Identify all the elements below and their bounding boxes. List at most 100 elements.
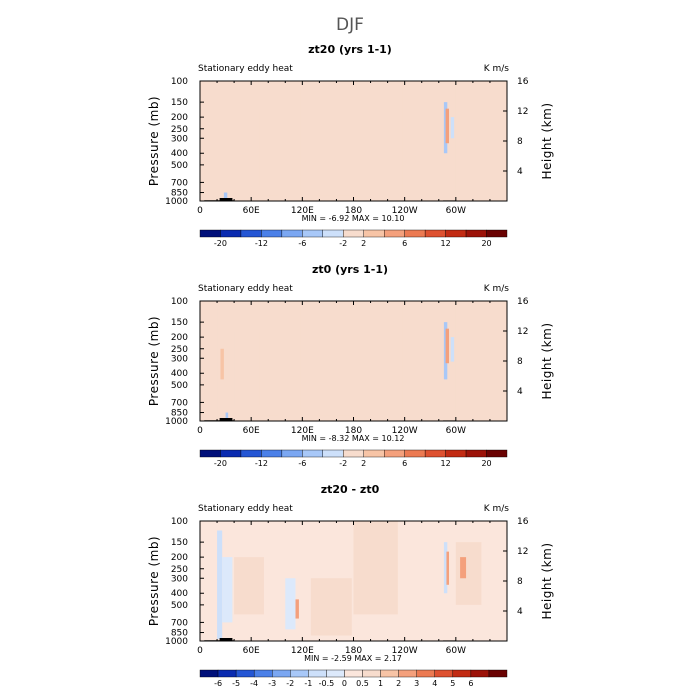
colorbar-swatch [404,449,426,458]
colorbar-swatch [308,669,327,678]
x-tick-label: 180 [345,426,362,436]
colorbar-swatch [343,449,364,458]
field-patch [200,301,218,421]
field-patch [281,301,301,421]
colorbar-swatch [326,669,345,678]
y-tick-label: 150 [171,538,188,548]
colorbar-swatch [322,449,344,458]
field-patch [443,102,448,154]
field-patch [445,108,450,144]
x-tick-label: 120E [291,646,314,656]
y-tick-label: 1000 [165,197,188,207]
field-patch [200,81,209,201]
y2-tick-label: 12 [517,547,528,557]
panel-units: K m/s [484,284,510,294]
colorbar-swatch [240,449,262,458]
x-tick-label: 180 [345,646,362,656]
y-tick-label: 250 [171,565,188,575]
y-tick-label: 500 [171,601,188,611]
x-tick-label: 60E [243,206,260,216]
colorbar-swatch [344,669,363,678]
y-tick-label: 850 [171,409,188,419]
colorbar-label: -12 [255,239,268,248]
colorbar-label: -3 [268,679,276,688]
colorbar-swatch [363,229,385,238]
colorbar-swatch [322,229,344,238]
colorbar-swatch [343,229,364,238]
colorbar-swatch [220,449,242,458]
field-patch [225,412,229,421]
panel-left-label: Stationary eddy heat [198,64,293,74]
y-tick-label: 150 [171,98,188,108]
colorbar-swatch [486,449,508,458]
y2-tick-label: 4 [517,387,523,397]
field-patch [443,322,448,380]
colorbar-label: -12 [255,459,268,468]
colorbar-swatch [302,449,324,458]
field-patch [446,551,450,585]
colorbar-swatch [261,229,283,238]
y-tick-label: 850 [171,629,188,639]
colorbar-swatch [470,669,490,678]
field-patch [309,128,352,196]
colorbar-label: 1 [378,679,383,688]
colorbar-label: 12 [441,459,451,468]
field-patch [309,348,352,416]
panel-title: zt20 (yrs 1-1) [308,43,392,56]
field-patch [450,117,455,139]
colorbar-swatch [380,669,399,678]
colorbar-swatch [253,669,273,678]
x-tick-label: 60W [446,426,466,436]
colorbar-label: -1 [304,679,312,688]
field-patch [234,331,260,407]
y-axis-label: Pressure (mb) [147,316,161,406]
field-patch [455,542,482,605]
colorbar-swatch [362,669,381,678]
field-patch [218,301,231,419]
y-tick-label: 400 [171,589,188,599]
colorbar-swatch [235,669,255,678]
y-tick-label: 700 [171,398,188,408]
y2-tick-label: 16 [517,297,529,307]
field-patch [455,81,486,201]
x-tick-label: 60W [446,206,466,216]
colorbar-swatch [199,669,219,678]
colorbar-label: 12 [441,239,451,248]
y2-tick-label: 4 [517,167,523,177]
y-tick-label: 700 [171,178,188,188]
y-tick-label: 100 [171,517,188,527]
colorbar-label: -6 [298,459,306,468]
field-patch [222,557,233,623]
panel-units: K m/s [484,64,510,74]
colorbar-swatch [217,669,237,678]
colorbar-label: 0.5 [356,679,369,688]
y-tick-label: 200 [171,553,188,563]
colorbar-swatch [384,449,405,458]
x-tick-label: 120E [291,426,314,436]
colorbar-swatch [486,229,508,238]
field-patch [402,81,424,201]
min-max-text: MIN = -8.32 MAX = 10.12 [302,434,405,443]
y2-tick-label: 8 [517,577,523,587]
field-patch [295,599,299,619]
colorbar-label: -2 [339,459,347,468]
y2-tick-label: 16 [517,77,529,87]
x-tick-label: 0 [197,426,203,436]
colorbar-swatch [384,229,405,238]
y2-tick-label: 8 [517,357,523,367]
colorbar-label: 6 [402,239,407,248]
y-tick-label: 400 [171,149,188,159]
y-tick-label: 850 [171,189,188,199]
colorbar-label: 6 [468,679,473,688]
x-tick-label: 120W [392,206,418,216]
colorbar-swatch [445,449,467,458]
min-max-text: MIN = -2.59 MAX = 2.17 [304,654,402,663]
colorbar-swatch [281,449,303,458]
colorbar-label: 6 [402,459,407,468]
x-tick-label: 0 [197,206,203,216]
y-tick-label: 200 [171,113,188,123]
x-tick-label: 120E [291,206,314,216]
panel-units: K m/s [484,504,510,514]
colorbar-swatch [465,449,487,458]
terrain-mask [219,198,233,201]
